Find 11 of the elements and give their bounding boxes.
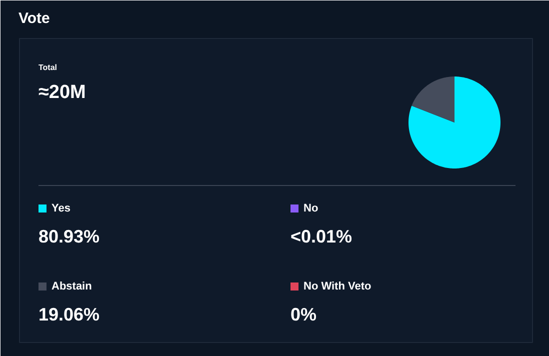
data-label: 19.06%: [38, 304, 100, 324]
chart-title: Vote: [18, 10, 50, 27]
legend-label: Abstain: [52, 280, 92, 292]
data-label: 80.93%: [38, 226, 100, 246]
legend-label: No: [304, 202, 318, 214]
text: ≈20M: [38, 82, 86, 103]
text: 0%: [290, 304, 317, 324]
legend-label: Yes: [52, 202, 70, 214]
legend-label: No With Veto: [304, 280, 372, 292]
text: <0.01%: [290, 226, 352, 246]
text: Total: [38, 63, 58, 72]
